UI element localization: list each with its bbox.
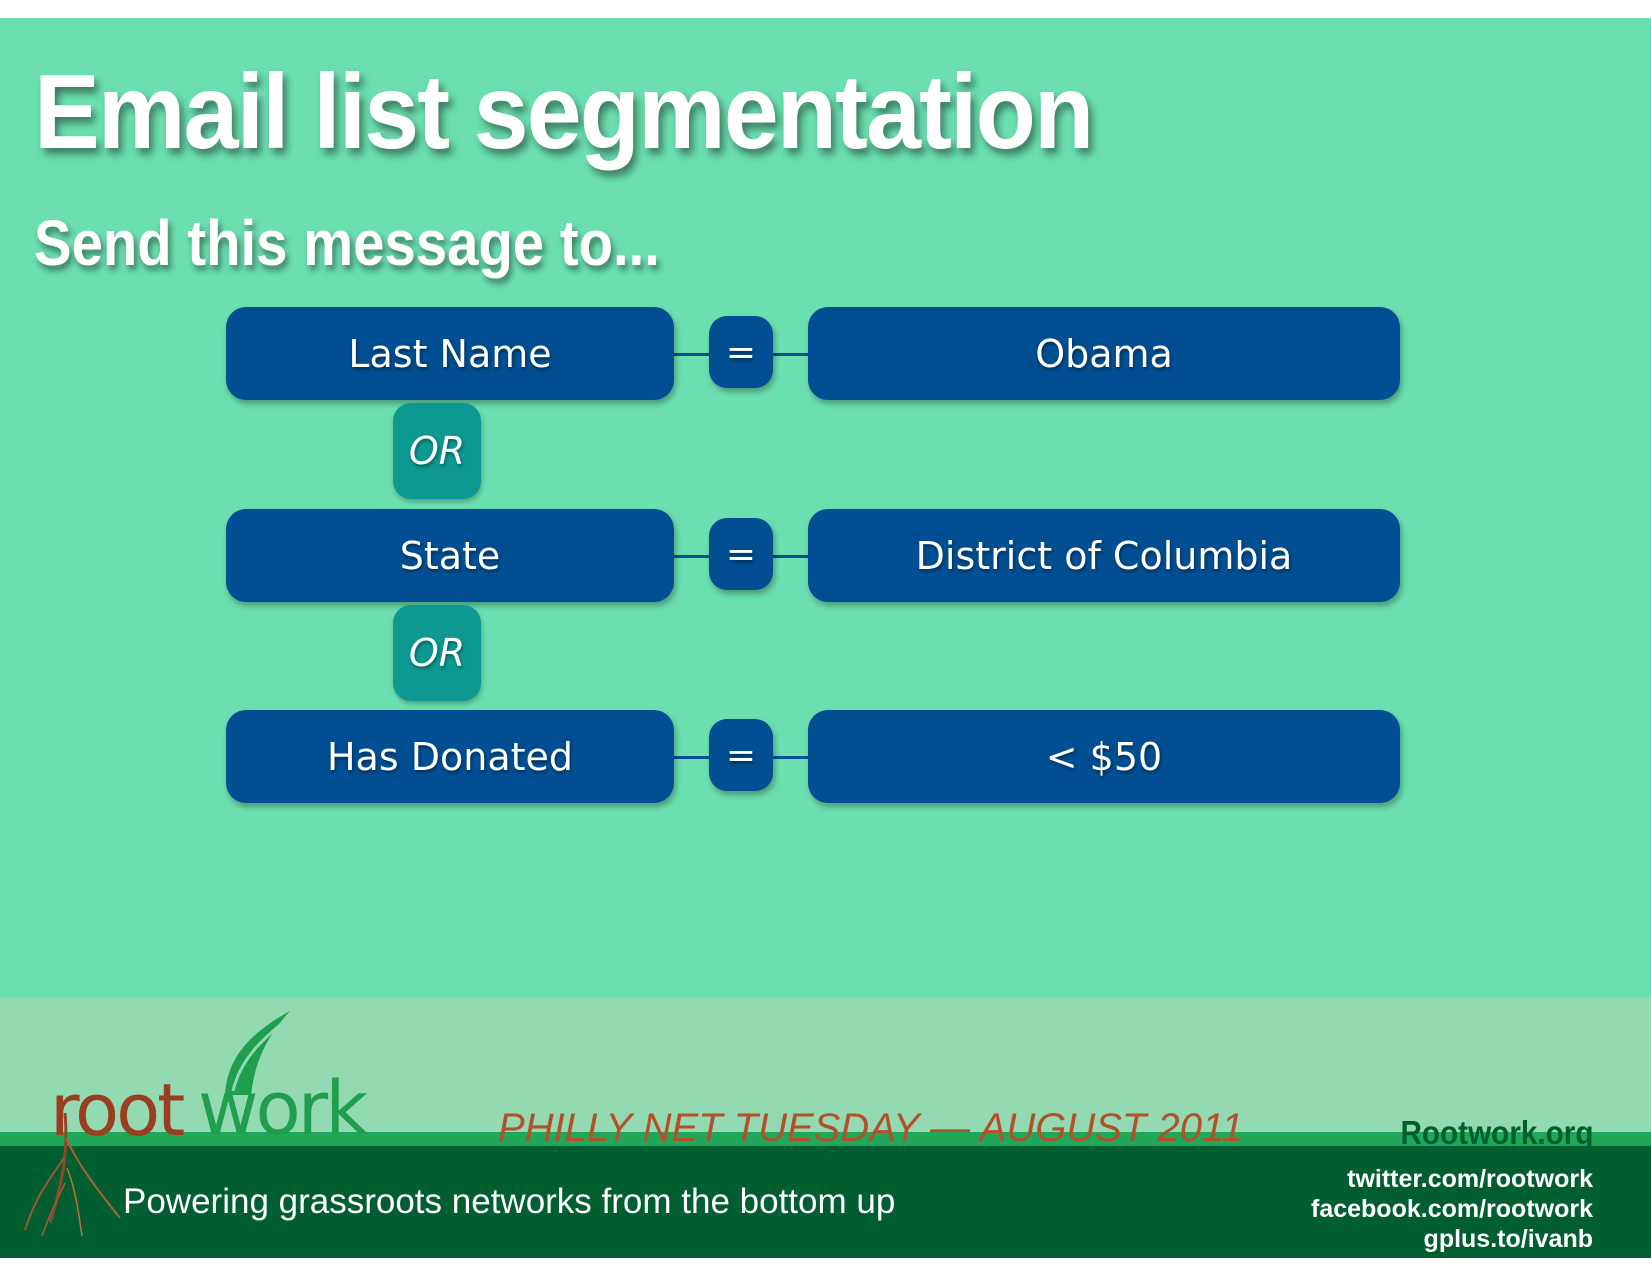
- rule-value-label: Obama: [1035, 331, 1173, 376]
- facebook-link[interactable]: facebook.com/rootwork: [1311, 1195, 1593, 1223]
- rule-value-box: < $50: [808, 710, 1400, 803]
- rule-field-label: Last Name: [348, 331, 552, 376]
- rule-field-box: Has Donated: [226, 710, 674, 803]
- twitter-link[interactable]: twitter.com/rootwork: [1347, 1165, 1593, 1193]
- rule-field-box: Last Name: [226, 307, 674, 400]
- rule-operator-box: =: [709, 719, 773, 791]
- social-links: twitter.com/rootwork facebook.com/rootwo…: [1311, 1164, 1593, 1254]
- rule-operator-label: =: [725, 734, 757, 776]
- slide-title: Email list segmentation: [34, 53, 1094, 171]
- rule-value-box: District of Columbia: [808, 509, 1400, 602]
- gplus-link[interactable]: gplus.to/ivanb: [1423, 1225, 1593, 1253]
- slide: Email list segmentation Send this messag…: [0, 18, 1651, 1258]
- or-connector-label: OR: [408, 631, 466, 675]
- rule-operator-label: =: [725, 533, 757, 575]
- site-link[interactable]: Rootwork.org: [1399, 1114, 1593, 1151]
- leaf-sprout-icon: [225, 1011, 290, 1095]
- logo-work-text: work: [198, 1066, 368, 1152]
- rule-operator-box: =: [709, 518, 773, 590]
- logo-root-text: root: [50, 1068, 185, 1152]
- tagline: Powering grassroots networks from the bo…: [123, 1182, 896, 1221]
- rule-value-box: Obama: [808, 307, 1400, 400]
- or-connector-label: OR: [408, 429, 466, 473]
- slide-subtitle: Send this message to...: [34, 207, 660, 279]
- footer-dark-band: [0, 1146, 1651, 1258]
- rule-field-label: Has Donated: [326, 734, 574, 779]
- footer-stripe: [0, 1132, 1651, 1146]
- rule-operator-label: =: [725, 331, 757, 373]
- or-connector-box: OR: [393, 605, 481, 701]
- rule-field-label: State: [399, 533, 501, 578]
- rule-value-label: District of Columbia: [915, 533, 1293, 578]
- event-label: PHILLY NET TUESDAY — AUGUST 2011: [498, 1106, 1244, 1150]
- or-connector-box: OR: [393, 403, 481, 499]
- roots-logo-icon: [24, 1112, 121, 1237]
- rule-operator-box: =: [709, 316, 773, 388]
- rule-field-box: State: [226, 509, 674, 602]
- rule-value-label: < $50: [1045, 734, 1163, 779]
